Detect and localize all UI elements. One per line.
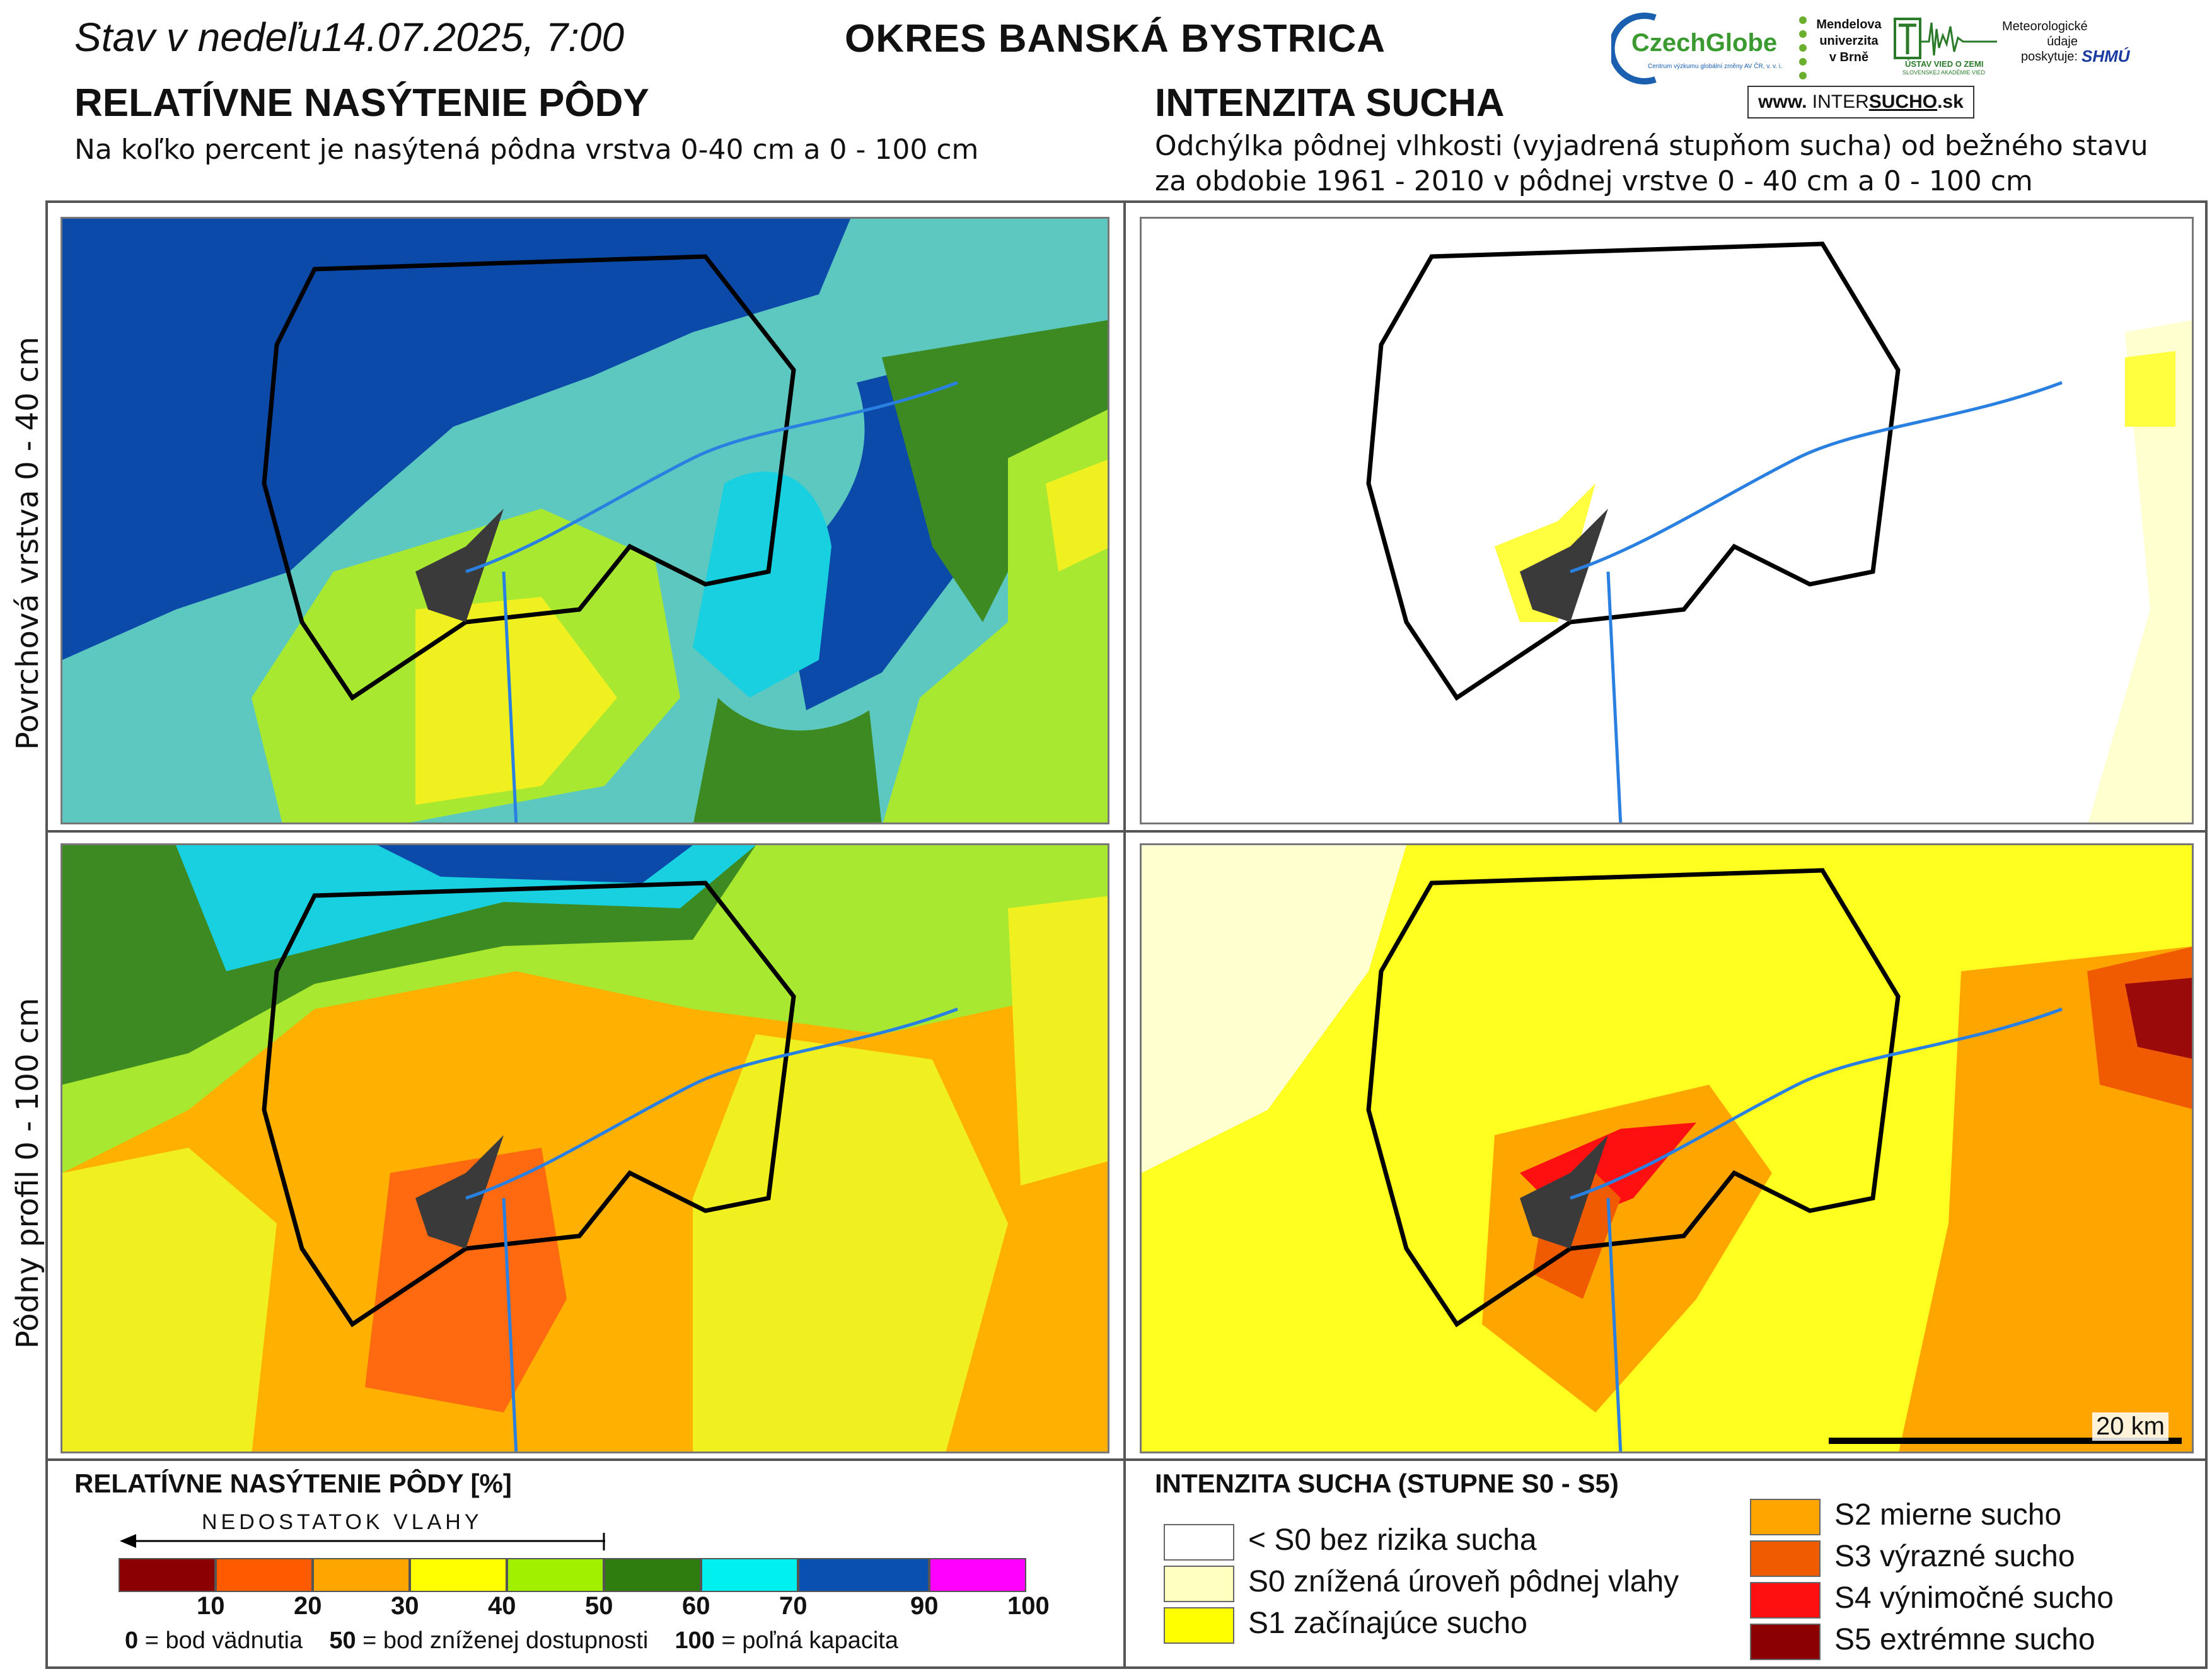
www-domain: .sk (1937, 91, 1964, 112)
drought-legend-label: < S0 bez rizika sucha (1248, 1523, 1537, 1557)
drought-legend-swatch (1750, 1540, 1821, 1577)
intersucho-link[interactable]: www. INTERSUCHO.sk (1747, 86, 1974, 118)
saturation-subtitle: Na koľko percent je nasýtená pôdna vrstv… (74, 134, 979, 166)
drought-legend-label: S1 začínajúce sucho (1248, 1607, 1527, 1640)
panel-frame (45, 200, 2208, 1669)
mendel-dots-icon (1799, 16, 1807, 79)
row-label-top: Povrchová vrstva 0 - 40 cm (10, 337, 45, 750)
saturation-bin (216, 1558, 313, 1592)
saturation-bin (507, 1558, 604, 1592)
map-drought-topsoil[interactable] (1140, 217, 2194, 824)
drought-legend-label: S5 extrémne sucho (1834, 1623, 2095, 1656)
footnote-capacity-text: = poľná kapacita (714, 1627, 898, 1654)
saturation-tick: 20 (294, 1592, 322, 1620)
saturation-legend-title: RELATÍVNE NASÝTENIE PÔDY [%] (74, 1469, 512, 1498)
czechglobe-logo-icon (1608, 13, 1657, 84)
mendel-name: Mendelova univerzita v Brně (1816, 18, 1882, 64)
saturation-tick: 70 (779, 1592, 808, 1620)
footnote-reduced-num: 50 (329, 1627, 356, 1654)
drought-legend-swatch (1750, 1499, 1821, 1535)
drought-legend-swatch (1750, 1624, 1821, 1660)
row-divider (45, 830, 2208, 833)
date-prefix: Stav v nedeľu (74, 14, 321, 60)
uvz-sub: SLOVENSKEJ AKADÉMIE VIED (1902, 69, 1986, 76)
drought-legend-label: S0 znížená úroveň pôdnej vlahy (1248, 1565, 1679, 1598)
legend-divider (45, 1458, 2208, 1461)
drought-legend-title: INTENZITA SUCHA (STUPNE S0 - S5) (1155, 1469, 1619, 1498)
drought-legend-label: S4 výnimočné sucho (1834, 1581, 2114, 1615)
saturation-tick: 50 (585, 1592, 613, 1620)
saturation-bin (701, 1558, 798, 1592)
saturation-bin (119, 1558, 216, 1592)
czechglobe-logo[interactable]: CzechGlobe Centrum výzkumu globální změn… (1608, 11, 1794, 86)
drought-title: INTENZITA SUCHA (1155, 81, 1505, 125)
drought-legend-swatch (1164, 1607, 1234, 1644)
meteo-provider-label: Meteorologické údaje poskytuje: (2002, 20, 2088, 64)
www-prefix: www. (1758, 91, 1807, 112)
saturation-footnote: 0 = bod vädnutia 50 = bod zníženej dostu… (125, 1627, 898, 1654)
drought-legend-label: S2 mierne sucho (1834, 1498, 2062, 1532)
date-value: 14.07.2025, 7:00 (321, 14, 625, 60)
www-sucho: SUCHO (1868, 91, 1938, 112)
seismograph-icon (1894, 18, 1997, 59)
saturation-tick: 40 (488, 1592, 516, 1620)
drought-subtitle-line2: za obdobie 1961 - 2010 v pôdnej vrstve 0… (1155, 165, 2033, 197)
shmu-logo[interactable]: Meteorologické údaje poskytuje: SHMÚ (2002, 19, 2130, 82)
mendel-logo[interactable]: Mendelova univerzita v Brně (1794, 14, 1889, 83)
scale-bar-label: 20 km (2092, 1412, 2169, 1441)
map-drought-profile[interactable]: 20 km (1140, 843, 2194, 1453)
saturation-bin (604, 1558, 701, 1592)
saturation-tick: 100 (1007, 1592, 1050, 1620)
drought-legend-swatch (1164, 1524, 1234, 1561)
map-drought-profile-canvas (1142, 845, 2192, 1452)
map-saturation-topsoil-canvas (62, 219, 1108, 823)
footnote-capacity-num: 100 (675, 1627, 715, 1654)
saturation-bin (798, 1558, 929, 1592)
saturation-bin (929, 1558, 1026, 1592)
column-divider (1123, 200, 1126, 1669)
drought-legend-swatch (1164, 1566, 1234, 1602)
saturation-tick: 10 (197, 1592, 225, 1620)
drought-legend-swatch (1750, 1582, 1821, 1619)
deficit-arrow-label: NEDOSTATOK VLAHY (202, 1510, 483, 1534)
drought-subtitle-line1: Odchýlka pôdnej vlhkosti (vyjadrená stup… (1155, 130, 2148, 162)
row-label-bottom: Pôdny profil 0 - 100 cm (10, 998, 45, 1349)
deficit-arrow-icon (120, 1533, 605, 1550)
www-inter: INTER (1812, 91, 1869, 112)
saturation-bin (313, 1558, 410, 1592)
czechglobe-name: CzechGlobe (1631, 29, 1778, 57)
map-drought-topsoil-canvas (1142, 219, 2192, 823)
drought-subtitle: Odchýlka pôdnej vlhkosti (vyjadrená stup… (1155, 129, 2148, 199)
saturation-tick: 60 (682, 1592, 710, 1620)
uvz-logo[interactable]: ÚSTAV VIED O ZEMI SLOVENSKEJ AKADÉMIE VI… (1892, 16, 2000, 79)
saturation-tick: 90 (910, 1592, 939, 1620)
czechglobe-sub: Centrum výzkumu globální změny AV ČR, v.… (1648, 63, 1782, 70)
map-saturation-profile[interactable] (61, 843, 1109, 1453)
uvz-name: ÚSTAV VIED O ZEMI (1905, 59, 1984, 69)
saturation-tick: 30 (391, 1592, 419, 1620)
footnote-wilting-text: = bod vädnutia (138, 1627, 303, 1654)
saturation-bin (410, 1558, 507, 1592)
map-saturation-profile-canvas (62, 845, 1108, 1452)
saturation-title: RELATÍVNE NASÝTENIE PÔDY (74, 81, 649, 125)
footnote-reduced-text: = bod zníženej dostupnosti (356, 1627, 649, 1654)
date-stamp: Stav v nedeľu14.07.2025, 7:00 (74, 14, 624, 61)
shmu-name: SHMÚ (2082, 47, 2130, 66)
footnote-wilting-num: 0 (125, 1627, 139, 1654)
district-title: OKRES BANSKÁ BYSTRICA (845, 17, 1386, 61)
drought-legend-label: S3 výrazné sucho (1834, 1540, 2075, 1573)
map-saturation-topsoil[interactable] (61, 217, 1109, 824)
